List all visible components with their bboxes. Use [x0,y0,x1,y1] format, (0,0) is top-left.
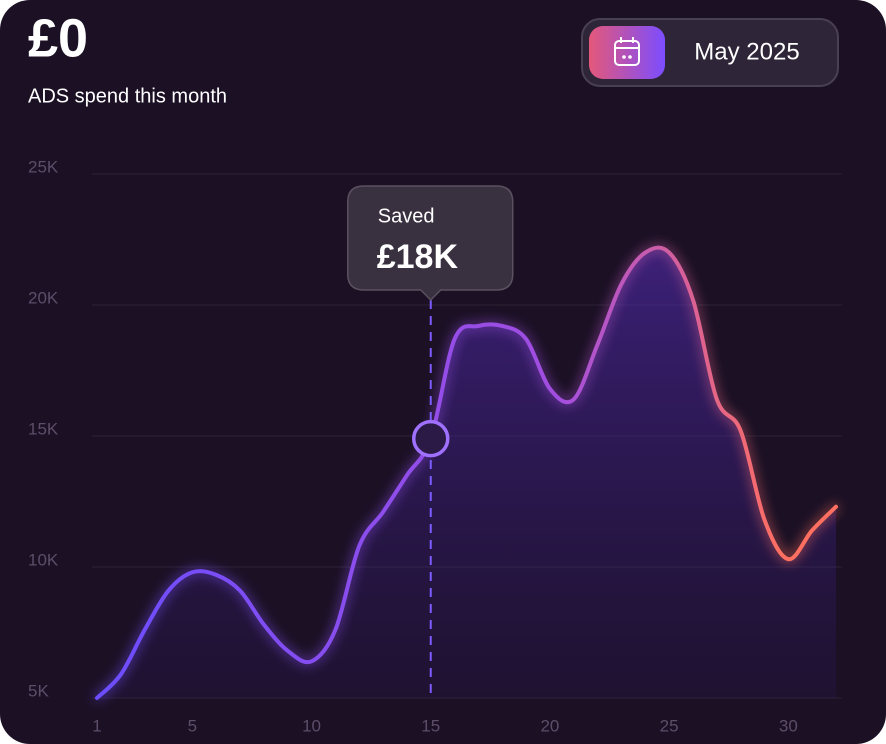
tooltip-label: Saved [378,205,435,227]
amount: £0 [28,8,88,68]
x-tick-label: 1 [92,716,101,735]
x-tick-label: 15 [421,716,440,735]
x-tick-label: 5 [188,716,197,735]
area [97,247,836,698]
y-tick-label: 10K [28,550,59,569]
x-tick-label: 25 [660,716,679,735]
x-tick-label: 30 [779,716,798,735]
tooltip [346,185,514,302]
calendar-icon-bg [589,26,665,79]
y-tick-label: 5K [28,681,49,700]
y-tick-label: 15K [28,419,59,438]
tooltip-value: £18K [377,238,459,276]
line [95,245,838,700]
x-tick-label: 10 [302,716,321,735]
date-label[interactable]: May 2025 [694,38,799,65]
y-tick-label: 20K [28,288,59,307]
calendar-icon [614,37,640,66]
subtitle: ADS spend this month [28,85,227,107]
y-tick-label: 25K [28,157,59,176]
x-tick-label: 20 [540,716,559,735]
highlight-point [411,419,450,458]
